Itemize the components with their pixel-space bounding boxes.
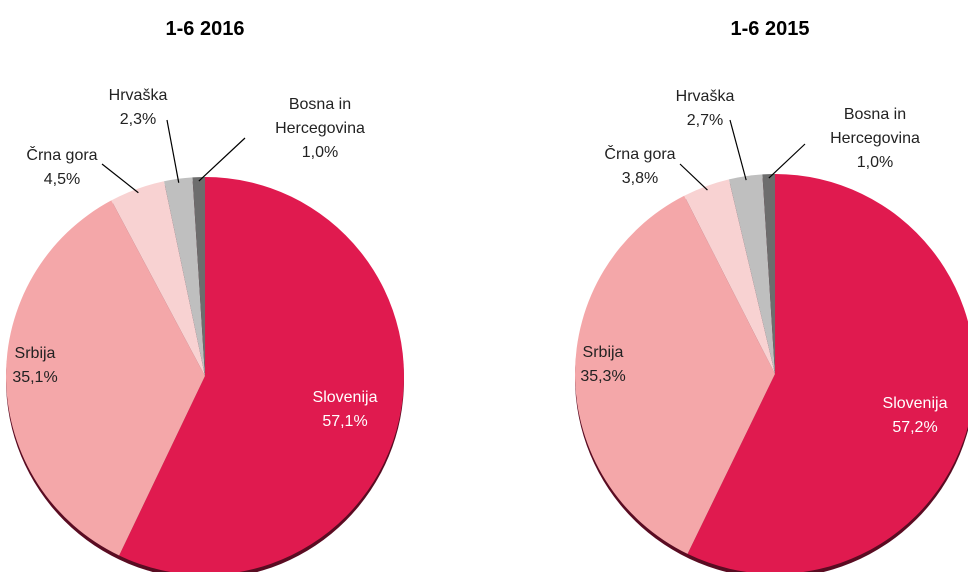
leader-line bbox=[166, 119, 180, 183]
leader-line bbox=[198, 137, 246, 182]
slice-label: Hrvaška 2,7% bbox=[676, 85, 735, 133]
pie-slice bbox=[684, 179, 775, 374]
slice-value: 4,5% bbox=[43, 171, 81, 188]
slice-label: Srbija 35,3% bbox=[580, 341, 625, 389]
slice-value: 1,0% bbox=[856, 154, 894, 171]
slice-label: Bosna in Hercegovina 1,0% bbox=[829, 103, 922, 175]
pie-slice bbox=[728, 174, 775, 374]
leader-line bbox=[768, 143, 806, 179]
pie-slice bbox=[687, 174, 968, 572]
slice-name: Bosna in Hercegovina bbox=[830, 106, 920, 147]
slice-name: Slovenija bbox=[882, 395, 948, 412]
slice-value: 35,3% bbox=[580, 368, 626, 385]
pie-slice bbox=[574, 195, 775, 554]
pie-slice bbox=[164, 177, 205, 376]
slice-value: 2,7% bbox=[686, 112, 724, 129]
slice-value: 2,3% bbox=[119, 111, 157, 128]
slice-name: Srbija bbox=[14, 345, 56, 362]
slice-value: 57,1% bbox=[322, 413, 368, 430]
slice-label: Hrvaška 2,3% bbox=[109, 84, 168, 132]
slice-name: Hrvaška bbox=[675, 88, 735, 105]
pie-slice bbox=[111, 181, 205, 376]
leader-line bbox=[729, 119, 747, 181]
slice-name: Slovenija bbox=[312, 389, 378, 406]
slice-label: Srbija 35,1% bbox=[12, 342, 57, 390]
slice-label: Črna gora 4,5% bbox=[26, 144, 97, 192]
slice-value: 35,1% bbox=[12, 369, 58, 386]
slice-label: Bosna in Hercegovina 1,0% bbox=[255, 93, 385, 165]
slice-name: Črna gora bbox=[604, 146, 676, 163]
slice-value: 1,0% bbox=[301, 144, 339, 161]
slice-name: Črna gora bbox=[26, 147, 98, 164]
pie-slice bbox=[762, 174, 775, 374]
slice-value: 3,8% bbox=[621, 170, 659, 187]
pie-slice bbox=[119, 177, 404, 572]
slice-name: Hrvaška bbox=[108, 87, 168, 104]
slice-name: Bosna in Hercegovina bbox=[275, 96, 365, 137]
chart-title: 1-6 2016 bbox=[165, 18, 245, 40]
pie-slice bbox=[6, 200, 206, 556]
slice-label: Slovenija 57,2% bbox=[883, 392, 948, 440]
chart-title: 1-6 2015 bbox=[730, 18, 810, 40]
slice-label: Črna gora 3,8% bbox=[604, 143, 675, 191]
slice-label: Slovenija 57,1% bbox=[313, 386, 378, 434]
slice-name: Srbija bbox=[582, 344, 624, 361]
leader-line bbox=[101, 163, 139, 194]
pie-slice bbox=[192, 177, 205, 376]
leader-line bbox=[679, 163, 708, 191]
slice-value: 57,2% bbox=[892, 419, 938, 436]
